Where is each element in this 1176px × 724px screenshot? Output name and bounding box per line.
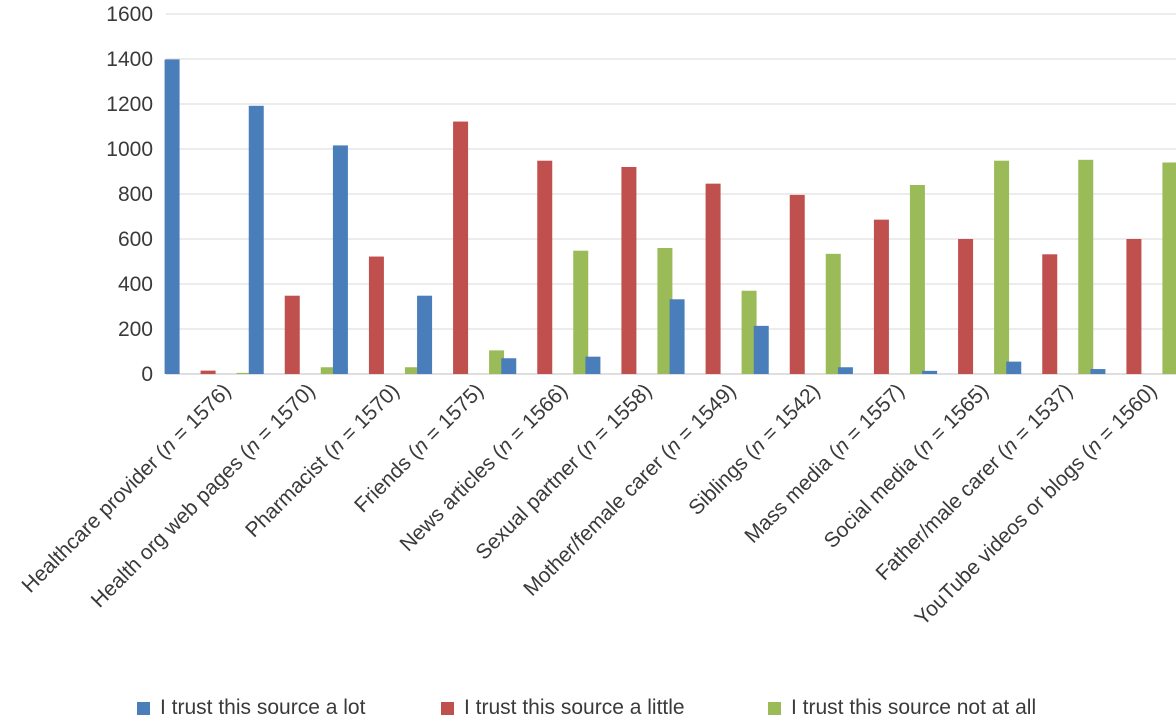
bar-pharmacist-i-trust-this-source-not-at-all (404, 367, 420, 374)
bar-pharmacist-i-trust-this-source-a-lot (332, 145, 348, 374)
bar-father-male-carer-i-trust-this-source-a-little (1042, 254, 1058, 374)
y-tick-label: 200 (118, 318, 153, 341)
legend: I trust this source a lot I trust this s… (0, 694, 1176, 722)
y-tick-label: 1400 (106, 48, 153, 71)
legend-item-not-at-all: I trust this source not at all (768, 694, 1036, 722)
bar-healthcare-provider-i-trust-this-source-a-lot (164, 59, 180, 374)
legend-swatch-a-lot (137, 701, 150, 715)
bar-siblings-i-trust-this-source-a-lot (753, 325, 769, 374)
bar-siblings-i-trust-this-source-not-at-all (825, 253, 841, 374)
bar-news-articles-i-trust-this-source-not-at-all (573, 250, 589, 374)
bar-mother-female-carer-i-trust-this-source-a-lot (669, 299, 685, 374)
bar-youtube-videos-or-blogs-i-trust-this-source-a-lot (1090, 369, 1106, 374)
x-tick-label-news-articles: News articles (n = 1566) (395, 379, 572, 556)
bar-sexual-partner-i-trust-this-source-a-little (621, 167, 637, 374)
bar-sexual-partner-i-trust-this-source-a-lot (585, 356, 601, 374)
legend-swatch-a-little (441, 701, 454, 715)
bar-father-male-carer-i-trust-this-source-a-lot (1006, 361, 1022, 374)
bar-healthcare-provider-i-trust-this-source-not-at-all (236, 372, 252, 374)
y-tick-label: 400 (118, 273, 153, 296)
bar-social-media-i-trust-this-source-a-lot (922, 370, 938, 374)
bar-sexual-partner-i-trust-this-source-not-at-all (657, 248, 673, 374)
legend-label-a-lot: I trust this source a lot (160, 696, 366, 719)
bar-mass-media-i-trust-this-source-not-at-all (909, 185, 925, 374)
bar-health-org-web-pages-i-trust-this-source-a-little (284, 295, 300, 374)
x-tick-label-social-media: Social media (n = 1565) (820, 379, 994, 553)
bar-youtube-videos-or-blogs-i-trust-this-source-a-little (1126, 239, 1142, 374)
bar-friends-i-trust-this-source-a-little (453, 121, 469, 374)
bar-health-org-web-pages-i-trust-this-source-a-lot (248, 105, 264, 375)
legend-swatch-not-at-all (768, 701, 781, 715)
bar-social-media-i-trust-this-source-not-at-all (994, 160, 1010, 374)
legend-label-not-at-all: I trust this source not at all (791, 696, 1037, 719)
bar-mother-female-carer-i-trust-this-source-not-at-all (741, 290, 757, 374)
bar-father-male-carer-i-trust-this-source-not-at-all (1078, 159, 1094, 374)
bar-social-media-i-trust-this-source-a-little (958, 239, 974, 374)
y-tick-label: 1000 (106, 138, 153, 161)
bar-mass-media-i-trust-this-source-a-little (873, 219, 889, 374)
bar-healthcare-provider-i-trust-this-source-a-little (200, 370, 216, 374)
bar-pharmacist-i-trust-this-source-a-little (368, 256, 384, 374)
legend-label-a-little: I trust this source a little (464, 696, 685, 719)
bar-news-articles-i-trust-this-source-a-lot (501, 358, 517, 374)
y-tick-label: 800 (118, 183, 153, 206)
legend-item-a-lot: I trust this source a lot (137, 694, 365, 722)
y-tick-label: 1200 (106, 93, 153, 116)
bar-siblings-i-trust-this-source-a-little (789, 194, 805, 374)
legend-item-a-little: I trust this source a little (441, 694, 685, 722)
bar-youtube-videos-or-blogs-i-trust-this-source-not-at-all (1162, 162, 1176, 374)
y-tick-label: 0 (141, 363, 153, 386)
x-tick-label-sexual-partner: Sexual partner (n = 1558) (471, 379, 656, 564)
y-tick-label: 1600 (106, 3, 153, 26)
bar-friends-i-trust-this-source-not-at-all (489, 350, 505, 374)
x-tick-label-pharmacist: Pharmacist (n = 1570) (241, 379, 404, 542)
bar-friends-i-trust-this-source-a-lot (417, 295, 433, 374)
bar-mother-female-carer-i-trust-this-source-a-little (705, 183, 721, 374)
bar-chart: 02004006008001000120014001600Healthcare … (18, 3, 1176, 630)
bar-mass-media-i-trust-this-source-a-lot (837, 367, 853, 374)
bar-health-org-web-pages-i-trust-this-source-not-at-all (320, 367, 336, 374)
x-tick-label-mass-media: Mass media (n = 1557) (740, 379, 909, 548)
bar-news-articles-i-trust-this-source-a-little (537, 160, 553, 374)
y-tick-label: 600 (118, 228, 153, 251)
